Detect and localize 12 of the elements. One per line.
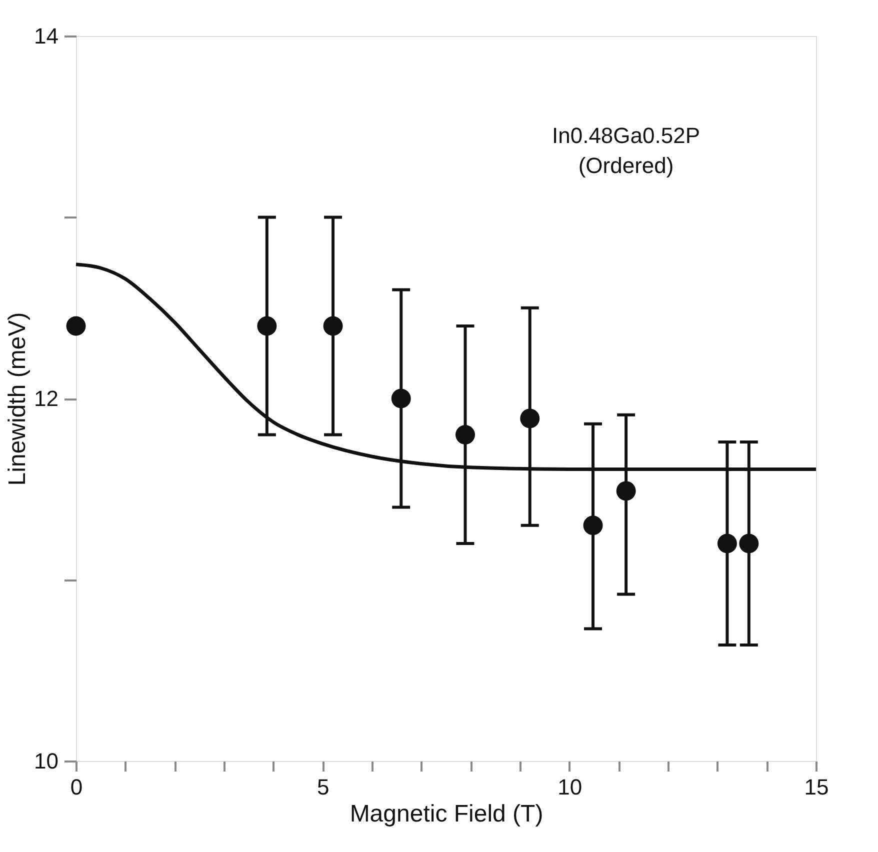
y-axis-title: Linewidth (meV) (4, 312, 32, 486)
x-axis-title: Magnetic Field (T) (350, 800, 544, 828)
x-tick-label: 15 (804, 774, 829, 800)
point (66, 316, 86, 336)
x-tick-label: 0 (70, 774, 83, 800)
annotation: In0.48Ga0.52P (552, 123, 700, 148)
x-tick-label: 5 (317, 774, 330, 800)
y-tick-label: 10 (34, 748, 58, 774)
annotation: (Ordered) (578, 153, 674, 178)
x-tick-label: 10 (558, 774, 582, 800)
y-tick-label: 14 (34, 24, 58, 48)
y-tick-label: 12 (34, 386, 58, 411)
